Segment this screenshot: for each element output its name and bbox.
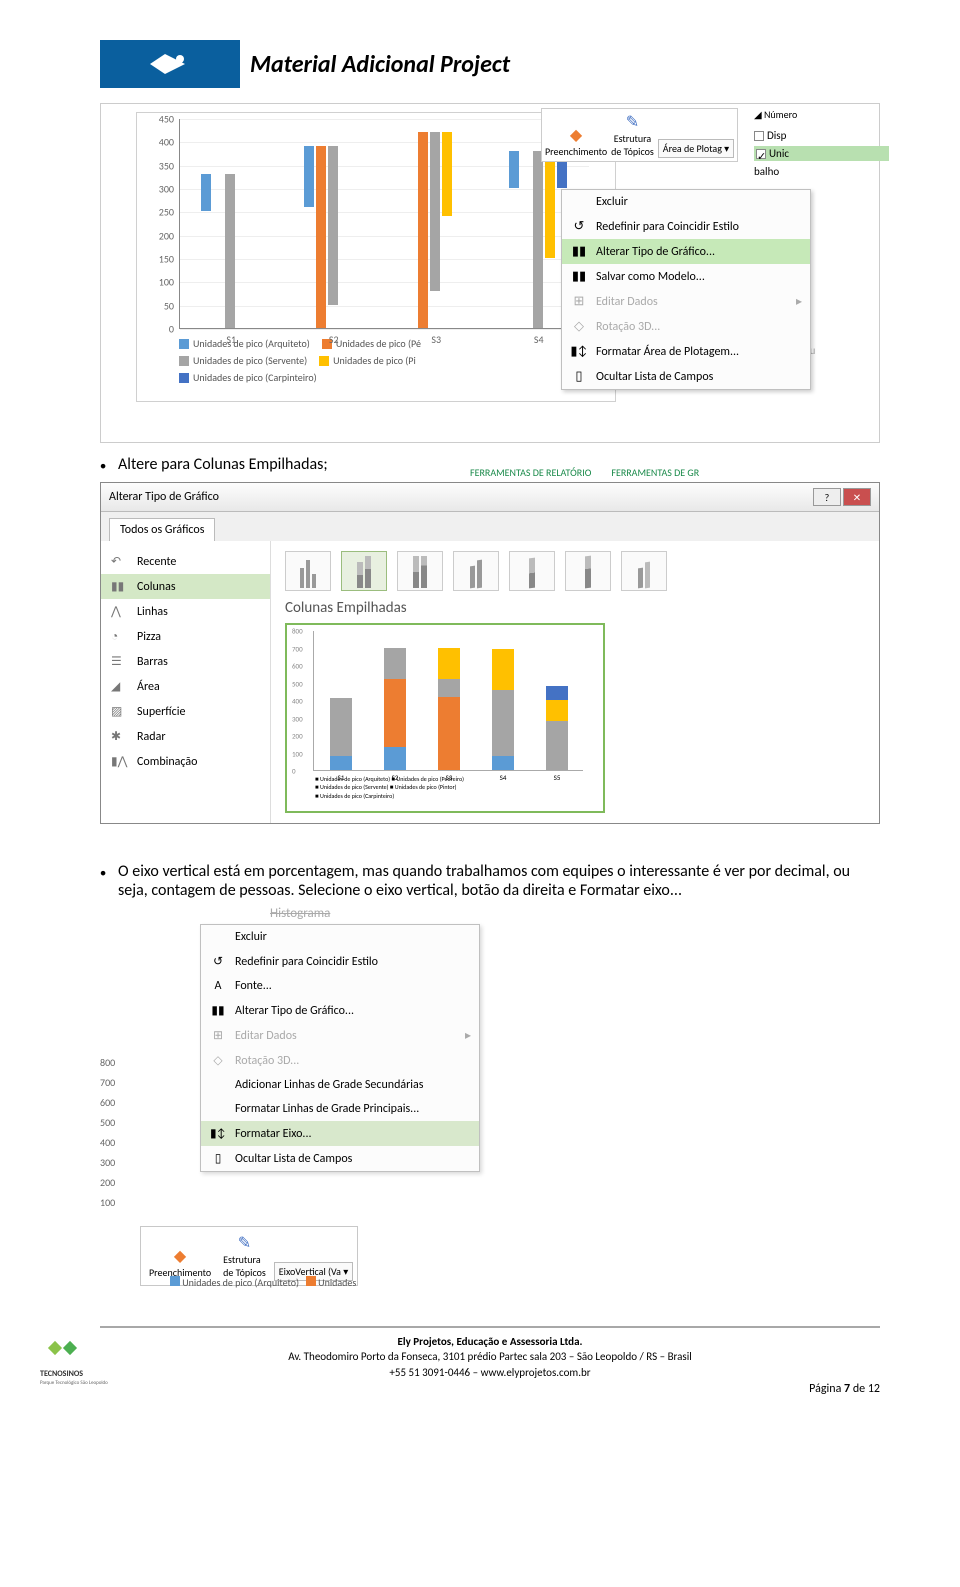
chart-subtype-row [285,551,865,591]
menu-item: ◇Rotação 3D... [201,1048,479,1073]
subtype-stacked[interactable] [341,551,387,591]
menu-item[interactable]: ▮↕Formatar Eixo... [201,1121,479,1146]
screenshot-format-axis: Histograma 800700600500400300200100 Excl… [100,906,530,1306]
outline-icon: ✎ [626,113,639,132]
chart-category-barras[interactable]: ☰Barras [101,649,270,674]
menu-item[interactable]: AFonte... [201,974,479,998]
outline-button[interactable]: ✎ Estruturade Tópicos [611,112,654,158]
menu-item[interactable]: Adicionar Linhas de Grade Secundárias [201,1073,479,1097]
fill-icon: ◆ [570,126,582,145]
footer-company: Ely Projetos, Educação e Assessoria Ltda… [100,1334,880,1349]
chart-category-superfície[interactable]: ▨Superfície [101,699,270,724]
preview-title: Colunas Empilhadas [285,599,865,617]
menu-item[interactable]: ▯Ocultar Lista de Campos [562,364,810,389]
svg-text:Parque Tecnológico São Leopold: Parque Tecnológico São Leopoldo [40,1380,108,1386]
ribbon-tab-grafico: FERRAMENTAS DE GR [611,466,699,479]
menu-item[interactable]: ▯Ocultar Lista de Campos [201,1146,479,1171]
change-chart-type-dialog: Alterar Tipo de Gráfico ? ✕ Todos os Grá… [100,482,880,824]
chart-category-combinação[interactable]: ▮⋀Combinação [101,749,270,774]
outline-label: Estruturade Tópicos [611,132,654,158]
subtype-3d-stacked[interactable] [509,551,555,591]
ribbon-tab-relatorio: FERRAMENTAS DE RELATÓRIO [470,466,591,479]
screenshot-chart-context: 050100150200250300350400450S1S2S3S4 Unid… [100,103,880,443]
footer-address: Av. Theodomiro Porto da Fonseca, 3101 pr… [100,1349,880,1364]
subtype-clustered[interactable] [285,551,331,591]
chart-category-colunas[interactable]: ▮▮Colunas [101,574,270,599]
chart-category-pizza[interactable]: ◔Pizza [101,624,270,649]
legend-fragment: Unidades de pico (Arquiteto) Unidades [170,1276,356,1289]
menu-item[interactable]: ▮▮Salvar como Modelo... [562,264,810,289]
close-button[interactable]: ✕ [843,488,871,506]
cut-title: Histograma [270,906,330,921]
chart-category-linhas[interactable]: ⋀Linhas [101,599,270,624]
subtype-3d-100stacked[interactable] [565,551,611,591]
menu-item[interactable]: ▮↕Formatar Área de Plotagem... [562,339,810,364]
fill-icon: ◆ [174,1246,186,1266]
axis-ticks: 800700600500400300200100 [100,1056,115,1216]
page-number: Página 7 de 12 [100,1382,880,1396]
menu-item[interactable]: Formatar Linhas de Grade Principais... [201,1097,479,1121]
area-dropdown[interactable]: Área de Plotag ▾ [658,139,734,158]
chart-category-radar[interactable]: ✱Radar [101,724,270,749]
footer-contact: +55 51 3091-0446 – www.elyprojetos.com.b… [100,1365,880,1380]
dialog-title: Alterar Tipo de Gráfico [109,490,219,504]
ely-logo [100,40,240,88]
menu-item: ◇Rotação 3D... [562,314,810,339]
chart-preview: 0100200300400500600700800S1S2S3S4S5 ■ Un… [285,623,605,813]
chart-category-recente[interactable]: ↶Recente [101,549,270,574]
mini-toolbar: ◆ Preenchimento ✎ Estruturade Tópicos Ár… [541,108,738,162]
page-header: Material Adicional Project [100,40,880,88]
axis-context-menu: Excluir↺Redefinir para Coincidir EstiloA… [200,924,480,1172]
menu-item[interactable]: ▮▮Alterar Tipo de Gráfico... [201,998,479,1023]
menu-item[interactable]: Excluir [201,925,479,949]
menu-item: ⊞Editar Dados▸ [562,289,810,314]
outline-button[interactable]: ✎ Estruturade Tópicos [219,1231,270,1281]
subtype-3d-clustered[interactable] [453,551,499,591]
menu-item[interactable]: ▮▮Alterar Tipo de Gráfico... [562,239,810,264]
menu-item[interactable]: ↺Redefinir para Coincidir Estilo [562,214,810,239]
svg-text:TECNOSINOS: TECNOSINOS [40,1369,83,1379]
chart-context-menu: Excluir↺Redefinir para Coincidir Estilo▮… [561,189,811,390]
menu-item: ⊞Editar Dados▸ [201,1023,479,1048]
help-button[interactable]: ? [813,488,841,506]
chart-category-área[interactable]: ◢Área [101,674,270,699]
outline-icon: ✎ [238,1233,251,1253]
subtype-3d[interactable] [621,551,667,591]
page-footer: TECNOSINOSParque Tecnológico São Leopold… [100,1326,880,1396]
tab-all-charts[interactable]: Todos os Gráficos [109,518,215,541]
tecnosinos-logo: TECNOSINOSParque Tecnológico São Leopold… [40,1338,110,1388]
bullet-eixo: ● O eixo vertical está em porcentagem, m… [100,862,880,900]
fill-button[interactable]: ◆ Preenchimento [545,125,607,158]
menu-item[interactable]: Excluir [562,190,810,214]
menu-item[interactable]: ↺Redefinir para Coincidir Estilo [201,949,479,974]
subtype-100stacked[interactable] [397,551,443,591]
chart-category-list: ↶Recente▮▮Colunas⋀Linhas◔Pizza☰Barras◢Ár… [101,541,271,823]
page-title: Material Adicional Project [250,50,510,79]
screenshot-dialog: FERRAMENTAS DE RELATÓRIO FERRAMENTAS DE … [100,480,880,850]
